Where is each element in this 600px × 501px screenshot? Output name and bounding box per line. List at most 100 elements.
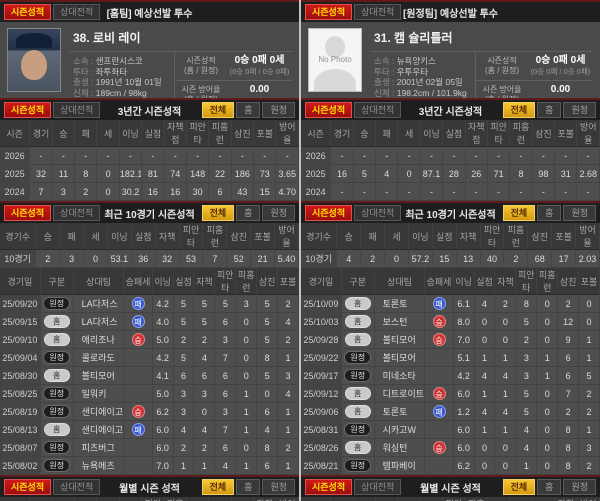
filter-away[interactable]: 원정 bbox=[262, 479, 295, 495]
stat-cell: 1 bbox=[277, 456, 299, 475]
stat-cell: 5 bbox=[256, 366, 279, 385]
result-cell: 승 bbox=[424, 330, 454, 349]
tab-season-stats[interactable]: 시즌성적 bbox=[4, 102, 52, 118]
opponent-name: 샌디에이고 bbox=[73, 420, 125, 439]
column-header: 방어율 bbox=[275, 497, 299, 501]
stat-cell: - bbox=[353, 182, 377, 201]
away-pitcher-panel: 시즌성적 상대전적 [원정팀] 예상선발 투수 No Photo 31. 캠 슐리… bbox=[301, 0, 600, 501]
column-header: 경기 bbox=[330, 497, 354, 501]
filter-home[interactable]: 홈 bbox=[236, 479, 261, 495]
filter-home[interactable]: 홈 bbox=[537, 205, 562, 221]
stat-cell: 1 bbox=[277, 402, 299, 421]
column-header: 패 bbox=[74, 497, 98, 501]
venue-cell: 홈 bbox=[341, 402, 375, 421]
tab-head-to-head[interactable]: 상대전적 bbox=[354, 205, 402, 221]
stat-cell: 2 bbox=[557, 294, 580, 313]
filter-home[interactable]: 홈 bbox=[537, 102, 562, 118]
monthly-section-bar: 시즌성적 상대전적 월별 시즌 성적 전체 홈 원정 bbox=[301, 475, 600, 497]
column-header: 실점 bbox=[173, 268, 195, 295]
column-header: 승 bbox=[336, 223, 362, 250]
stat-cell: 4 bbox=[375, 164, 399, 183]
game-date: 25/09/20 bbox=[0, 294, 41, 313]
stat-cell: 5 bbox=[173, 294, 195, 313]
stat-cell: 1 bbox=[173, 456, 195, 475]
stat-cell: 52 bbox=[226, 249, 252, 268]
home-pitcher-panel: 시즌성적 상대전적 [홈팀] 예상선발 투수 38. 로비 레이 소속 : 샌프란… bbox=[0, 0, 299, 501]
tab-season-stats[interactable]: 시즌성적 bbox=[4, 205, 52, 221]
stat-cell: 3 bbox=[193, 384, 216, 403]
stat-cell: 3 bbox=[578, 438, 600, 457]
stat-cell: - bbox=[186, 146, 210, 165]
stat-cell: 6 bbox=[214, 312, 237, 331]
stat-cell: 0 bbox=[494, 456, 517, 475]
stat-cell: 5 bbox=[193, 294, 216, 313]
filter-away[interactable]: 원정 bbox=[563, 479, 596, 495]
filter-home[interactable]: 홈 bbox=[236, 205, 261, 221]
filter-away[interactable]: 원정 bbox=[563, 205, 596, 221]
result-cell bbox=[424, 348, 454, 367]
filter-all[interactable]: 전체 bbox=[502, 205, 536, 221]
stat-cell: 53.1 bbox=[107, 249, 132, 268]
tab-head-to-head[interactable]: 상대전적 bbox=[354, 102, 402, 118]
stat-cell: 8.0 bbox=[453, 312, 475, 331]
venue-cell: 홈 bbox=[40, 420, 74, 439]
stat-cell: 5 bbox=[515, 384, 538, 403]
tab-season-stats[interactable]: 시즌성적 bbox=[305, 479, 353, 495]
game-date: 25/09/17 bbox=[301, 366, 342, 385]
info-value: 우투우타 bbox=[396, 66, 429, 77]
column-header: 구분 bbox=[40, 268, 74, 295]
column-header: 실점 bbox=[131, 223, 156, 250]
stat-cell: 0 bbox=[536, 312, 559, 331]
stat-cell: - bbox=[375, 182, 399, 201]
filter-home[interactable]: 홈 bbox=[537, 479, 562, 495]
stat-cell: 6 bbox=[208, 182, 232, 201]
filter-all[interactable]: 전체 bbox=[201, 102, 235, 118]
tab-head-to-head[interactable]: 상대전적 bbox=[354, 4, 402, 20]
tab-season-stats[interactable]: 시즌성적 bbox=[305, 102, 353, 118]
game-date: 25/08/07 bbox=[0, 438, 41, 457]
header-row: 시즌 경기 승 패 세 이닝 실점 자책점 피안타 피홈런 삼진 포볼 방어율 bbox=[301, 120, 600, 147]
tab-head-to-head[interactable]: 상대전적 bbox=[53, 102, 101, 118]
stat-cell: 4.2 bbox=[152, 294, 174, 313]
stat-cell: 0 bbox=[494, 438, 517, 457]
tab-head-to-head[interactable]: 상대전적 bbox=[53, 479, 101, 495]
filter-all[interactable]: 전체 bbox=[201, 479, 235, 495]
tab-head-to-head[interactable]: 상대전적 bbox=[354, 479, 402, 495]
filter-all[interactable]: 전체 bbox=[502, 479, 536, 495]
filter-all[interactable]: 전체 bbox=[502, 102, 536, 118]
row-label: 10경기 bbox=[0, 249, 37, 268]
stat-cell: 1 bbox=[474, 384, 496, 403]
stat-cell: 5 bbox=[353, 164, 377, 183]
opponent-name: LA다저스 bbox=[73, 294, 125, 313]
filter-home[interactable]: 홈 bbox=[236, 102, 261, 118]
stat-cell: 1 bbox=[474, 348, 496, 367]
column-header: 승 bbox=[52, 497, 76, 501]
stat-cell: 7 bbox=[29, 182, 53, 201]
column-header: 삼진 bbox=[532, 120, 556, 147]
filter-away[interactable]: 원정 bbox=[262, 205, 295, 221]
column-header: 포볼 bbox=[578, 268, 600, 295]
info-row: 소속 : 샌프란시스코 bbox=[73, 56, 174, 67]
venue-cell: 홈 bbox=[341, 438, 375, 457]
stats-table: 경기수 승 패 세 이닝 실점 자책 피안타 피홈런 삼진 포볼 방어율 10경기 4 2 0 57.2 15 13… bbox=[301, 223, 600, 268]
stat-cell: 17 bbox=[551, 249, 577, 268]
tab-head-to-head[interactable]: 상대전적 bbox=[53, 205, 101, 221]
filter-away[interactable]: 원정 bbox=[563, 102, 596, 118]
column-header: 방어율 bbox=[274, 223, 299, 250]
column-header: 세 bbox=[397, 120, 421, 147]
filter-away[interactable]: 원정 bbox=[262, 102, 295, 118]
filter-all[interactable]: 전체 bbox=[201, 205, 235, 221]
tab-season-stats[interactable]: 시즌성적 bbox=[305, 205, 353, 221]
column-header: 피홈런 bbox=[503, 223, 529, 250]
game-date: 25/08/13 bbox=[0, 420, 41, 439]
tab-head-to-head[interactable]: 상대전적 bbox=[53, 4, 101, 20]
stat-cell: 4 bbox=[277, 384, 299, 403]
recent-tabs: 시즌성적 상대전적 bbox=[4, 205, 101, 221]
tab-season-stats[interactable]: 시즌성적 bbox=[4, 479, 52, 495]
stat-cell: 0 bbox=[494, 330, 517, 349]
tab-season-stats[interactable]: 시즌성적 bbox=[305, 4, 353, 20]
stat-cell: - bbox=[330, 182, 354, 201]
tab-season-stats[interactable]: 시즌성적 bbox=[4, 4, 52, 20]
stat-cell: 2 bbox=[494, 294, 517, 313]
stat-cell: 15 bbox=[253, 182, 277, 201]
